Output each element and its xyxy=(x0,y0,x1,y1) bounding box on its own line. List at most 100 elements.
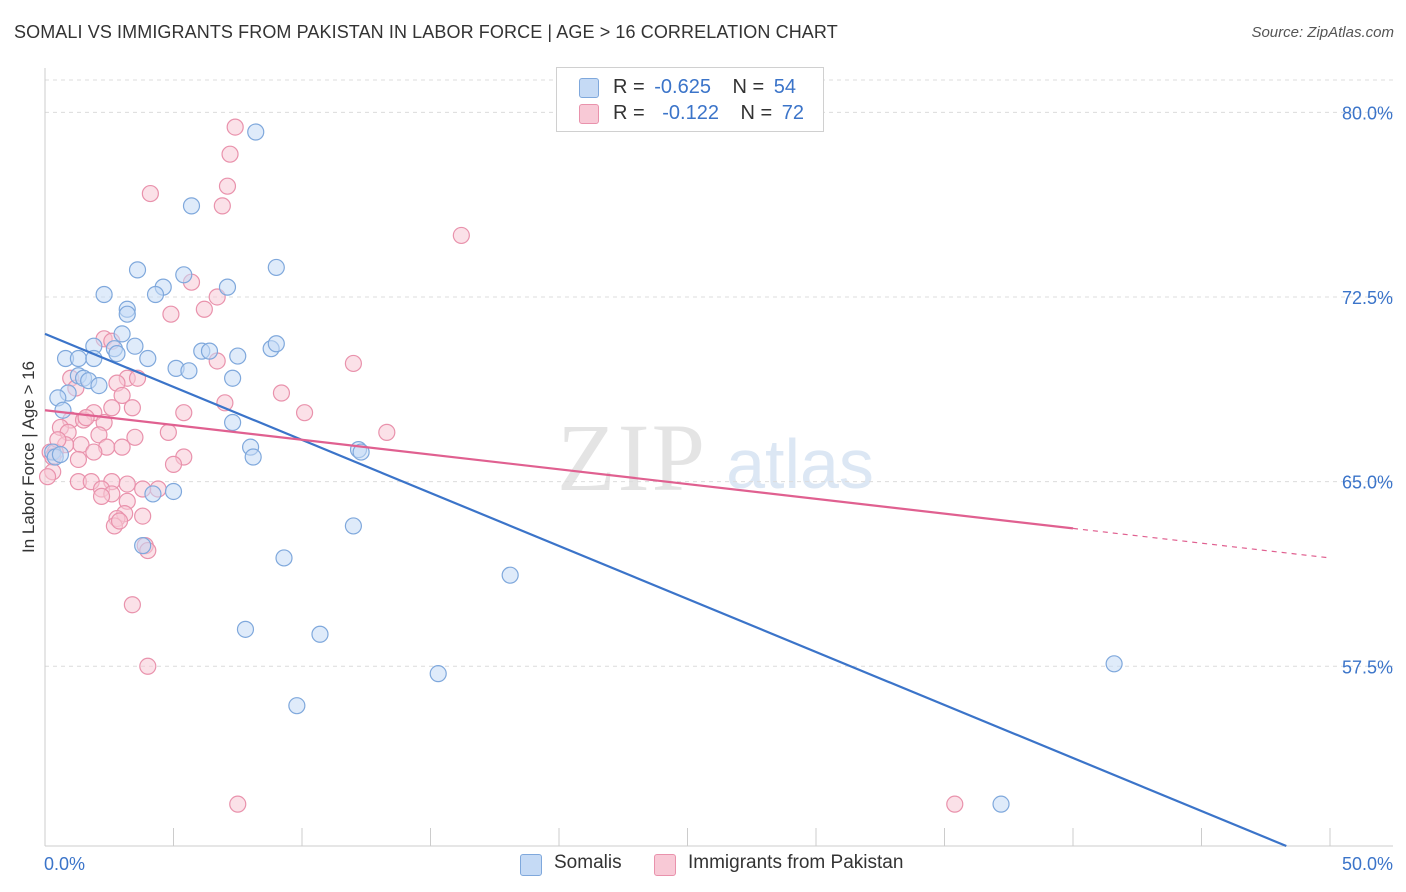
pakistan-point xyxy=(295,404,314,422)
pakistan-point xyxy=(126,428,144,446)
somali-point xyxy=(164,482,183,501)
somali-point xyxy=(218,278,237,296)
pakistan-point xyxy=(221,145,239,163)
y-tick-label: 72.5% xyxy=(1342,288,1393,308)
somali-point xyxy=(54,401,72,419)
pakistan-point xyxy=(344,354,362,373)
somali-point xyxy=(236,620,255,638)
pakistan-point xyxy=(452,226,470,245)
pakistan-point xyxy=(141,184,159,203)
legend-n-value: 72 xyxy=(781,102,805,124)
pakistan-point xyxy=(213,197,231,215)
somali-point xyxy=(95,285,113,304)
somali-point xyxy=(501,566,519,584)
somali-point xyxy=(180,362,198,380)
somali-point xyxy=(247,123,265,141)
pakistan-point xyxy=(378,423,396,441)
legend-swatch-somalis xyxy=(579,78,599,98)
series-somali-points xyxy=(44,123,1123,813)
x-tick-label-max: 50.0% xyxy=(1342,854,1393,874)
legend-n-value: 54 xyxy=(773,76,797,98)
series-pakistan-points xyxy=(38,118,964,813)
pakistan-point xyxy=(113,386,131,405)
legend-swatch-pakistan xyxy=(579,104,599,124)
somali-point xyxy=(90,377,108,395)
somali-point xyxy=(134,537,152,555)
somali-point xyxy=(229,347,247,365)
trend-lines xyxy=(44,332,1331,848)
somali-point xyxy=(182,197,201,215)
trend-line-somalis xyxy=(44,332,1287,848)
legend-r-label: R = xyxy=(613,76,645,98)
y-tick-label: 57.5% xyxy=(1342,657,1393,677)
pakistan-point xyxy=(159,423,177,441)
bottom-legend-label-somalis: Somalis xyxy=(554,852,622,873)
pakistan-point xyxy=(229,795,247,813)
watermark: ZIP atlas xyxy=(557,404,874,511)
legend-n-label: N = xyxy=(740,102,773,124)
legend-r-value: -0.122 xyxy=(662,102,719,124)
somali-point xyxy=(1105,655,1123,673)
y-tick-label: 65.0% xyxy=(1342,473,1393,493)
somali-point xyxy=(275,549,293,567)
somali-point xyxy=(175,266,193,284)
somali-point xyxy=(344,517,362,535)
somali-point xyxy=(992,795,1010,813)
somali-point xyxy=(126,337,144,355)
pakistan-point xyxy=(90,426,108,444)
somali-point xyxy=(128,261,147,279)
pakistan-point xyxy=(139,657,157,675)
somali-point xyxy=(224,369,242,387)
pakistan-point xyxy=(134,507,152,525)
pakistan-point xyxy=(946,795,964,813)
pakistan-point xyxy=(162,305,180,323)
pakistan-point xyxy=(103,399,121,417)
somali-point xyxy=(146,285,165,304)
somali-point xyxy=(244,448,262,466)
somali-point xyxy=(51,445,70,464)
pakistan-point xyxy=(113,438,131,456)
chart-title: SOMALI VS IMMIGRANTS FROM PAKISTAN IN LA… xyxy=(14,22,838,42)
y-tick-label: 80.0% xyxy=(1342,103,1393,123)
pakistan-point xyxy=(92,487,111,505)
pakistan-point xyxy=(38,468,57,486)
pakistan-point xyxy=(164,455,183,473)
x-tick-label-min: 0.0% xyxy=(44,854,85,874)
stats-legend: R = -0.625 N = 54 R = -0.122 N = 72 xyxy=(556,67,824,132)
grid-layer xyxy=(45,79,1393,667)
pakistan-point xyxy=(69,450,88,469)
legend-n-label: N = xyxy=(732,76,765,98)
x-tick-labels: 0.0% 50.0% xyxy=(44,854,1393,874)
pakistan-point xyxy=(226,118,244,136)
somali-point xyxy=(144,485,162,503)
somali-point xyxy=(200,342,219,360)
pakistan-point xyxy=(175,404,193,422)
legend-r-label: R = xyxy=(613,102,645,124)
legend-r-value: -0.625 xyxy=(654,76,711,98)
pakistan-point xyxy=(77,409,95,427)
watermark-atlas: atlas xyxy=(726,425,874,503)
pakistan-point xyxy=(118,475,136,493)
somali-point xyxy=(267,258,285,277)
somali-point xyxy=(311,625,329,643)
somali-point xyxy=(429,665,447,683)
trend-line-pakistan xyxy=(44,409,1074,530)
pakistan-point xyxy=(123,399,141,417)
somali-point xyxy=(139,349,157,368)
bottom-legend-swatch-somalis xyxy=(520,854,542,876)
pakistan-point xyxy=(110,512,129,530)
pakistan-point xyxy=(123,596,141,614)
trend-line-pakistan-extension xyxy=(1072,527,1331,559)
pakistan-point xyxy=(218,177,237,195)
somali-point xyxy=(113,325,131,343)
watermark-zip: ZIP xyxy=(557,404,707,511)
pakistan-point xyxy=(272,384,291,402)
bottom-legend-swatch-pakistan xyxy=(654,854,676,876)
bottom-legend-label-pakistan: Immigrants from Pakistan xyxy=(688,852,904,873)
somali-point xyxy=(224,413,242,432)
somali-point xyxy=(69,349,88,368)
somali-point xyxy=(118,305,136,323)
somali-point xyxy=(288,697,306,715)
chart-source: Source: ZipAtlas.com xyxy=(1251,24,1394,41)
